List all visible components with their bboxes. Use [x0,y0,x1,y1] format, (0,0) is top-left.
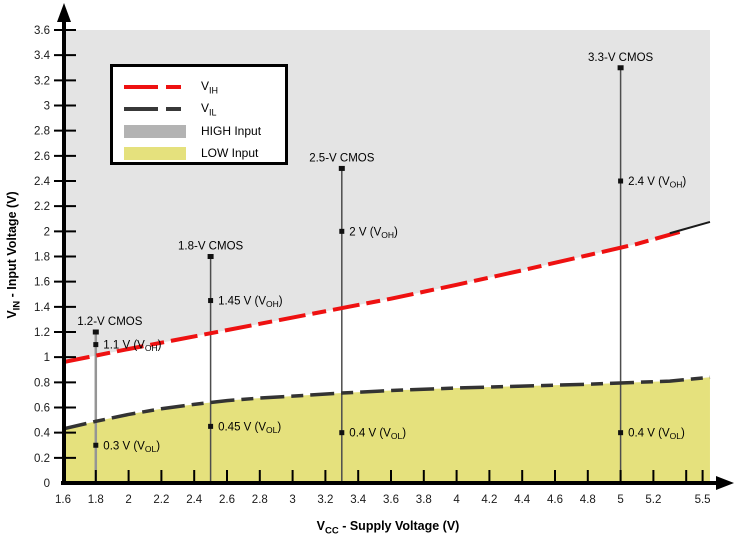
y-tick-label: 2.4 [34,176,51,188]
marker-point [339,430,345,436]
y-tick-label: 1.2 [34,327,50,339]
vil-dash-swatch [124,107,186,111]
cmos-line-top-cap [207,254,214,260]
y-axis-title: VIN - Input Voltage (V) [5,105,23,405]
y-tick-label: 3.6 [34,25,50,37]
x-tick-label: 4.2 [481,494,497,506]
y-tick-label: 1.6 [34,277,50,289]
cmos-line-top-cap [92,329,99,335]
x-tick-label: 3 [289,494,295,506]
marker-label: 0.3 V (VOL) [103,440,160,454]
y-tick-label: 3 [44,101,50,113]
y-tick-label: 3.2 [34,75,50,87]
y-tick-label: 2 [44,226,50,238]
cmos-line-top-cap [617,65,624,71]
y-tick-label: 2.6 [34,151,50,163]
cmos-label: 3.3-V CMOS [588,52,654,64]
x-tick-label: 4.4 [514,494,531,506]
marker-point [618,430,624,436]
cmos-label: 2.5-V CMOS [309,152,375,164]
cmos-label: 1.2-V CMOS [77,316,143,328]
y-tick-label: 0.2 [34,453,50,465]
y-title-post: - Input Voltage (V) [5,191,19,301]
y-tick-label: 2.8 [34,126,50,138]
vih-curve [62,230,681,365]
legend-label-high-input: HIGH Input [201,124,262,138]
x-tick-label: 3.6 [383,494,399,506]
legend-item-low-input: LOW Input [124,142,285,164]
marker-label: 1.1 V (VOH) [103,340,161,354]
marker-point [93,342,99,348]
marker-point [618,178,624,184]
x-title-sub: CC [325,525,339,537]
marker-label: 2 V (VOH) [349,226,398,240]
x-tick-label: 2 [125,494,131,506]
legend-box: VIH VIL HIGH Input LOW Input [110,64,288,165]
x-tick-label: 4.6 [547,494,563,506]
x-title-pre: V [316,519,325,533]
legend-label-low-input: LOW Input [201,146,259,160]
x-tick-label: 2.6 [219,494,235,506]
x-tick-label: 2.8 [252,494,268,506]
y-tick-label: 0 [44,478,50,490]
x-tick-label: 5.5 [695,494,711,506]
cmos-line-top-cap [338,165,345,171]
x-tick-label: 3.2 [317,494,333,506]
legend-item-high-input: HIGH Input [124,120,285,142]
vil-curve [62,375,711,431]
marker-label: 0.45 V (VOL) [218,421,281,435]
low-input-region [63,377,710,483]
marker-label: 1.45 V (VOH) [218,296,283,310]
y-tick-label: 2.2 [34,201,50,213]
x-axis-title: VCC - Supply Voltage (V) [20,519,736,537]
x-tick-label: 5.2 [645,494,661,506]
x-tick-label: 3.8 [416,494,432,506]
y-tick-label: 0.4 [34,428,51,440]
y-tick-label: 0.6 [34,403,50,415]
y-tick-label: 1.4 [34,302,51,314]
legend-item-vil: VIL [124,98,285,120]
x-tick-label: 2.4 [186,494,203,506]
cmos-label: 1.8-V CMOS [178,241,244,253]
marker-label: 2.4 V (VOH) [628,176,686,190]
low-input-fill-swatch [124,146,186,160]
y-tick-label: 0.8 [34,377,50,389]
x-title-post: - Supply Voltage (V) [338,519,460,533]
vih-dash-swatch [124,85,186,89]
marker-point [208,298,214,304]
legend-label-vih: VIH [201,78,219,96]
region-edge-curve [669,220,711,235]
x-tick-label: 1.6 [55,494,71,506]
marker-point [208,423,214,429]
x-tick-label: 4.8 [580,494,596,506]
marker-label: 0.4 V (VOL) [628,428,685,442]
legend-label-vil: VIL [201,100,217,118]
y-tick-label: 3.4 [34,50,51,62]
x-tick-label: 4 [453,494,460,506]
y-title-pre: V [5,310,19,319]
y-tick-label: 1 [44,352,50,364]
y-tick-label: 1.8 [34,252,50,264]
y-title-sub: IN [11,300,23,311]
x-axis-arrow [716,476,734,490]
y-axis-arrow [57,3,71,22]
marker-point [339,228,345,234]
x-tick-label: 3.4 [350,494,367,506]
x-tick-label: 5 [617,494,623,506]
legend-item-vih: VIH [124,76,285,98]
x-tick-label: 2.2 [153,494,169,506]
x-tick-label: 1.8 [88,494,104,506]
marker-point [93,442,99,448]
marker-label: 0.4 V (VOL) [349,428,406,442]
high-input-fill-swatch [124,124,186,138]
